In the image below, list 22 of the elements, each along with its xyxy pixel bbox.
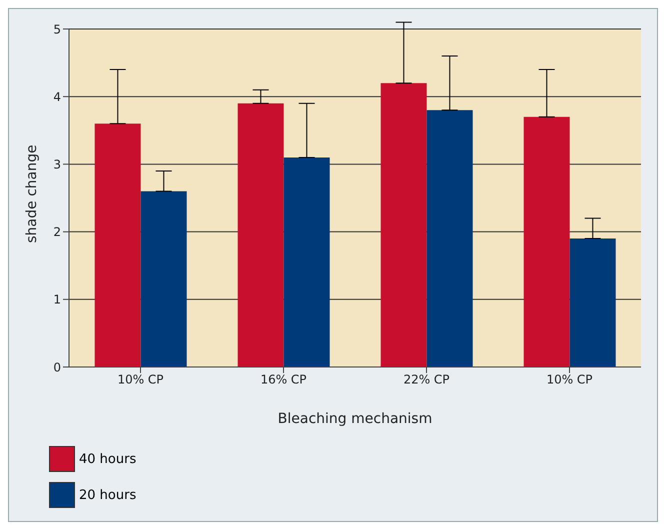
y-tick-label: 4: [53, 90, 61, 104]
x-tick-label: 22% CP: [403, 372, 450, 387]
y-tick-label: 3: [53, 157, 61, 172]
bar: [380, 83, 427, 367]
y-axis-title: shade change: [24, 144, 40, 243]
x-axis-title: Bleaching mechanism: [278, 411, 432, 427]
y-tick-label: 2: [53, 225, 61, 240]
bar: [140, 191, 187, 367]
bar: [426, 110, 473, 367]
bar: [284, 157, 330, 367]
legend-label: 40 hours: [79, 452, 136, 466]
bar: [524, 116, 570, 367]
bar: [94, 124, 141, 367]
x-tick-label: 10% CP: [117, 372, 164, 387]
x-tick-label: 16% CP: [260, 372, 307, 387]
y-tick-label: 1: [53, 292, 61, 307]
x-tick-label: 10% CP: [546, 372, 593, 387]
bar: [570, 238, 616, 367]
bar: [238, 103, 284, 367]
legend-label: 20 hours: [79, 488, 136, 502]
y-tick-label: 0: [53, 360, 61, 374]
y-tick-label: 5: [53, 22, 61, 36]
